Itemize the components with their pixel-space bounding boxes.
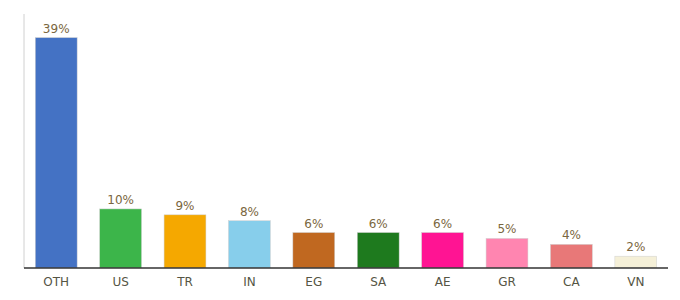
x-tick-label: SA (370, 275, 387, 289)
chart-container: 39% 10% 9% 8% 6% 6% 6% 5% 4% 2% OTH US TR IN EG SA AE GR C… (0, 0, 680, 300)
x-axis-line (24, 267, 668, 269)
x-tick-label: TR (176, 275, 193, 289)
data-label: 39% (43, 22, 70, 36)
chart-svg: 39% 10% 9% 8% 6% 6% 6% 5% 4% 2% OTH US TR IN EG SA AE GR C… (0, 0, 680, 300)
x-tick-label: VN (627, 275, 644, 289)
y-axis-line (24, 14, 25, 268)
bar (486, 238, 528, 268)
bar (550, 244, 592, 268)
bar (422, 233, 464, 268)
x-tick-label: EG (305, 275, 322, 289)
data-label: 6% (304, 217, 323, 231)
data-label: 5% (497, 222, 516, 236)
bar (293, 233, 335, 268)
x-tick-label: OTH (43, 275, 69, 289)
bar (164, 215, 206, 268)
x-tick-label: GR (498, 275, 516, 289)
x-tick-label: AE (435, 275, 451, 289)
data-label: 2% (626, 240, 645, 254)
bar (100, 209, 142, 268)
data-label: 10% (107, 193, 134, 207)
bar (357, 233, 399, 268)
data-labels: 39% 10% 9% 8% 6% 6% 6% 5% 4% 2% (43, 22, 645, 255)
bar (35, 38, 77, 268)
data-label: 6% (433, 217, 452, 231)
x-tick-label: IN (243, 275, 256, 289)
x-tick-labels: OTH US TR IN EG SA AE GR CA VN (43, 275, 644, 289)
data-label: 8% (240, 205, 259, 219)
bar (228, 221, 270, 268)
x-tick-label: CA (563, 275, 580, 289)
data-label: 9% (175, 199, 194, 213)
x-tick-label: US (112, 275, 128, 289)
bar (615, 256, 657, 268)
bars (35, 38, 656, 268)
data-label: 4% (562, 228, 581, 242)
data-label: 6% (369, 217, 388, 231)
